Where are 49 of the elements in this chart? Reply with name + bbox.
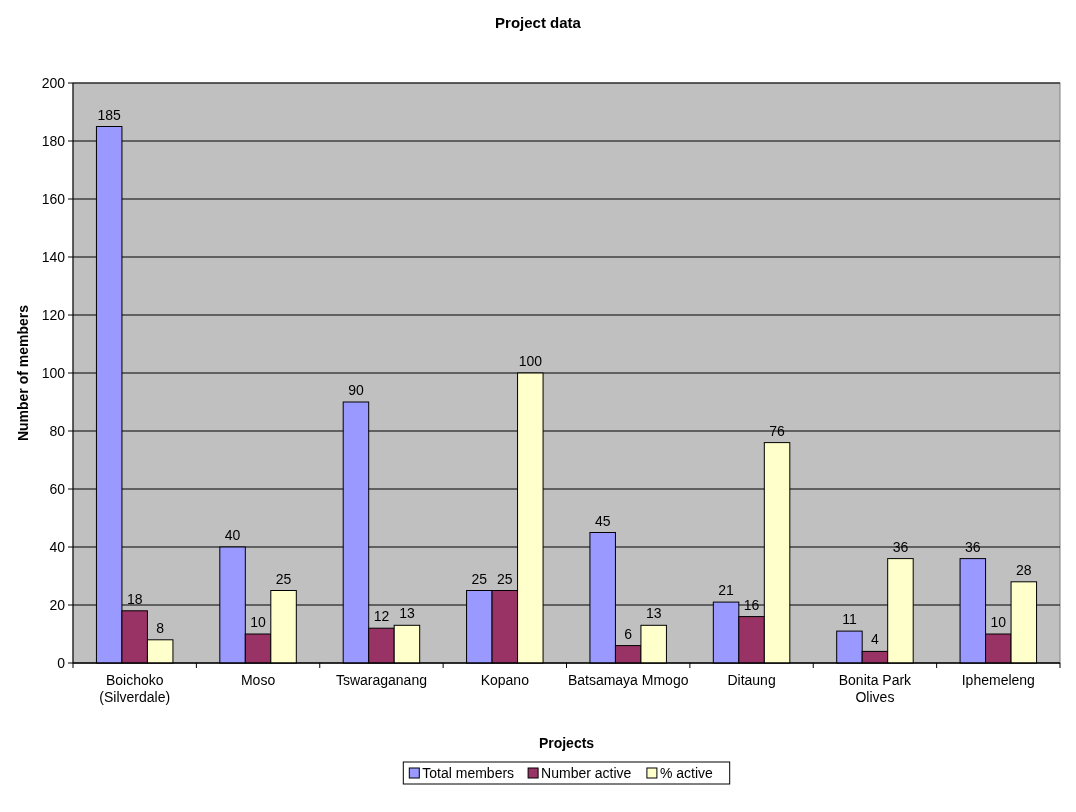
legend-label: Number active xyxy=(541,764,632,781)
chart-title: Project data xyxy=(495,14,582,31)
x-tick-label: Batsamaya Mmogo xyxy=(567,672,689,688)
y-tick-label: 120 xyxy=(41,306,66,323)
data-label: 25 xyxy=(497,570,513,587)
data-label: 76 xyxy=(769,422,786,439)
data-label: 4 xyxy=(871,631,880,648)
data-label: 21 xyxy=(718,582,735,599)
x-tick-label: Tswaraganang xyxy=(335,672,427,688)
y-tick-label: 200 xyxy=(41,74,66,91)
x-tick-label: Bonita Park Olives xyxy=(838,672,913,705)
x-tick-label: Moso xyxy=(240,672,276,688)
y-tick-label: 0 xyxy=(57,654,66,671)
data-label: 28 xyxy=(1016,561,1032,578)
y-tick-label: 100 xyxy=(41,364,66,381)
data-label: 100 xyxy=(518,353,543,369)
y-tick-label: 20 xyxy=(49,596,66,613)
data-label: 185 xyxy=(97,106,122,123)
data-label: 90 xyxy=(348,382,364,398)
x-tick-label: Boichoko (Silverdale) xyxy=(99,672,171,705)
data-label: 25 xyxy=(275,570,292,587)
data-label: 18 xyxy=(126,590,143,607)
x-tick-label: Kopano xyxy=(480,672,530,688)
x-axis-title: Projects xyxy=(538,735,595,751)
data-label: 10 xyxy=(990,614,1007,630)
y-tick-label: 60 xyxy=(49,480,66,497)
data-label: 36 xyxy=(892,538,909,555)
data-label: 12 xyxy=(373,608,390,625)
x-tick-label: Ditaung xyxy=(727,672,776,688)
legend-label: Total members xyxy=(422,764,515,781)
legend-label: % active xyxy=(659,764,714,781)
data-label: 40 xyxy=(224,527,241,543)
data-label: 6 xyxy=(624,625,633,642)
y-tick-label: 140 xyxy=(41,248,66,265)
y-tick-label: 160 xyxy=(41,190,66,207)
y-tick-label: 80 xyxy=(49,422,66,439)
data-label: 10 xyxy=(250,614,267,630)
y-axis-title: Number of members xyxy=(15,304,31,442)
data-label: 8 xyxy=(156,619,165,636)
data-label: 36 xyxy=(965,538,981,555)
y-tick-label: 180 xyxy=(41,132,66,149)
data-label: 11 xyxy=(842,611,857,628)
data-label: 25 xyxy=(471,570,488,587)
data-label: 13 xyxy=(399,605,415,622)
y-tick-label: 40 xyxy=(49,538,66,555)
x-tick-label: Iphemeleng xyxy=(961,672,1035,688)
data-label: 16 xyxy=(743,596,760,613)
data-label: 45 xyxy=(594,512,611,529)
data-label: 13 xyxy=(645,605,662,622)
